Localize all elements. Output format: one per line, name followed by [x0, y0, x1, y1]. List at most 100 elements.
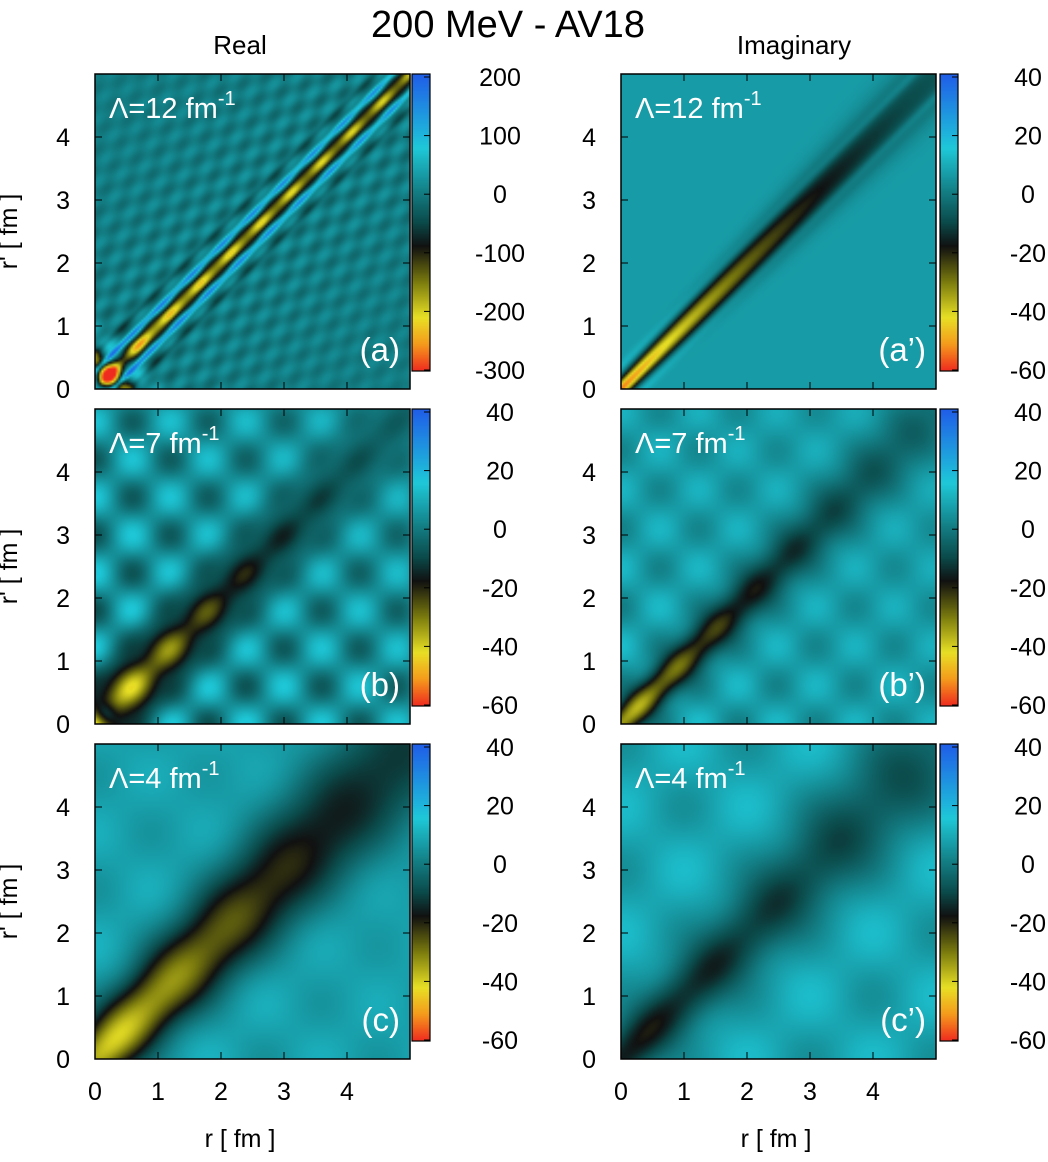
- colorbar-tick-label-a_prime-1: 20: [1014, 123, 1042, 151]
- colorbar-tick-label-c_prime-5: -60: [1010, 1027, 1046, 1055]
- heatmap-b_prime: [621, 409, 936, 724]
- colorbar-tick-label-a-3: -100: [475, 240, 525, 268]
- x-tick-label-c_prime-4: 4: [866, 1078, 880, 1106]
- y-tick-label-c_prime-0: 0: [582, 1046, 596, 1074]
- colorbar-tick-label-b_prime-0: 40: [1014, 399, 1042, 427]
- panel-label-b_prime: (b’): [878, 666, 926, 703]
- colorbar-tick-label-a_prime-3: -20: [1010, 240, 1046, 268]
- column-title-real: Real: [213, 30, 266, 60]
- y-tick-label-a_prime-1: 1: [582, 313, 596, 341]
- panel-label-c_prime: (c’): [880, 1001, 926, 1038]
- y-axis-label-c: r' [ fm ]: [0, 864, 23, 940]
- lambda-label-a: Λ=12 fm-1: [109, 88, 236, 125]
- colorbar-frame-a: [411, 73, 431, 372]
- colorbar-tick-label-c-1: 20: [486, 793, 514, 821]
- x-tick-label-c_prime-1: 1: [677, 1078, 691, 1106]
- colorbar-tick-label-b_prime-5: -60: [1010, 692, 1046, 720]
- lambda-label-b: Λ=7 fm-1: [109, 423, 220, 460]
- x-tick-label-c_prime-2: 2: [740, 1078, 754, 1106]
- colorbar-b_prime: [940, 409, 958, 706]
- colorbar-tick-label-b-0: 40: [486, 399, 514, 427]
- colorbar-tick-label-b-2: 0: [493, 516, 507, 544]
- plot-frame-b: [94, 408, 411, 725]
- panel-label-a_prime: (a’): [878, 331, 926, 368]
- colorbar-tick-label-b_prime-1: 20: [1014, 458, 1042, 486]
- y-tick-label-c-0: 0: [56, 1046, 70, 1074]
- y-tick-label-a-4: 4: [56, 124, 70, 152]
- colorbar-tick-label-c_prime-1: 20: [1014, 793, 1042, 821]
- colorbar-tick-label-c_prime-0: 40: [1014, 734, 1042, 762]
- plot-frame-a_prime: [620, 73, 937, 390]
- x-axis-label-imaginary: r [ fm ]: [741, 1125, 812, 1153]
- colorbar-tick-label-c_prime-4: -40: [1010, 968, 1046, 996]
- colorbar-tick-label-b-3: -20: [482, 575, 518, 603]
- x-tick-label-c-4: 4: [340, 1078, 354, 1106]
- y-tick-label-c-1: 1: [56, 983, 70, 1011]
- colorbar-frame-c_prime: [939, 743, 959, 1042]
- plot-frame-c_prime: [620, 743, 937, 1060]
- x-tick-label-c-2: 2: [214, 1078, 228, 1106]
- y-tick-label-a-2: 2: [56, 250, 70, 278]
- heatmap-a_prime: [621, 74, 936, 389]
- colorbar-frame-b: [411, 408, 431, 707]
- x-tick-label-c-3: 3: [277, 1078, 291, 1106]
- lambda-label-c: Λ=4 fm-1: [109, 758, 220, 795]
- y-tick-label-a-0: 0: [56, 376, 70, 404]
- colorbar-tick-label-a_prime-4: -40: [1010, 298, 1046, 326]
- panel-b_prime: 0 1 2 3 4 Λ=7 fm-1 (b’) 40 20 0 -20 -40 -60: [582, 399, 1046, 739]
- colorbar-a_prime: [940, 74, 958, 371]
- x-tick-label-c-0: 0: [88, 1078, 102, 1106]
- y-tick-label-c_prime-3: 3: [582, 857, 596, 885]
- colorbar-tick-label-b_prime-4: -40: [1010, 633, 1046, 661]
- heatmap-c_prime: [621, 744, 936, 1059]
- colorbar-tick-label-c_prime-2: 0: [1021, 851, 1035, 879]
- y-tick-label-c-3: 3: [56, 857, 70, 885]
- y-tick-label-c-4: 4: [56, 794, 70, 822]
- x-tick-label-c-1: 1: [151, 1078, 165, 1106]
- colorbar-tick-label-c-5: -60: [482, 1027, 518, 1055]
- heatmap-a: [95, 74, 410, 389]
- colorbar-tick-label-a_prime-2: 0: [1021, 181, 1035, 209]
- y-tick-label-a-1: 1: [56, 313, 70, 341]
- lambda-label-c_prime: Λ=4 fm-1: [635, 758, 746, 795]
- plot-frame-a: [94, 73, 411, 390]
- plot-frame-c: [94, 743, 411, 1060]
- colorbar-frame-b_prime: [939, 408, 959, 707]
- colorbar-tick-label-a-2: 0: [493, 181, 507, 209]
- y-axis-label-b: r' [ fm ]: [0, 529, 23, 605]
- y-tick-label-a_prime-4: 4: [582, 124, 596, 152]
- colorbar-tick-label-b-4: -40: [482, 633, 518, 661]
- y-tick-label-a_prime-2: 2: [582, 250, 596, 278]
- x-tick-label-c_prime-0: 0: [614, 1078, 628, 1106]
- y-tick-label-c_prime-2: 2: [582, 920, 596, 948]
- colorbar-c: [412, 744, 430, 1041]
- colorbar-tick-label-a-1: 100: [479, 123, 521, 151]
- x-tick-label-c_prime-3: 3: [803, 1078, 817, 1106]
- y-tick-label-b_prime-3: 3: [582, 522, 596, 550]
- y-tick-label-b_prime-4: 4: [582, 459, 596, 487]
- heatmap-b: [95, 409, 410, 724]
- colorbar-tick-label-b-5: -60: [482, 692, 518, 720]
- heatmap-c: [95, 744, 410, 1059]
- y-axis-label-a: r' [ fm ]: [0, 194, 23, 270]
- colorbar-tick-label-a_prime-5: -60: [1010, 357, 1046, 385]
- panel-label-a: (a): [360, 331, 400, 368]
- y-tick-label-a_prime-3: 3: [582, 187, 596, 215]
- colorbar-frame-a_prime: [939, 73, 959, 372]
- panel-label-c: (c): [362, 1001, 400, 1038]
- colorbar-tick-label-a_prime-0: 40: [1014, 64, 1042, 92]
- y-tick-label-a_prime-0: 0: [582, 376, 596, 404]
- y-tick-label-b_prime-1: 1: [582, 648, 596, 676]
- y-tick-label-b-0: 0: [56, 711, 70, 739]
- panel-a: 0 1 2 3 4 r' [ fm ] Λ=12 fm-1 (a) 200 100 0 -100 -20…: [0, 64, 525, 404]
- x-axis-label-real: r [ fm ]: [205, 1125, 276, 1153]
- colorbar-frame-c: [411, 743, 431, 1042]
- y-tick-label-b_prime-0: 0: [582, 711, 596, 739]
- panel-label-b: (b): [360, 666, 400, 703]
- colorbar-tick-label-b_prime-3: -20: [1010, 575, 1046, 603]
- column-title-imaginary: Imaginary: [737, 30, 851, 60]
- colorbar-tick-label-a-4: -200: [475, 298, 525, 326]
- colorbar-tick-label-a-5: -300: [475, 357, 525, 385]
